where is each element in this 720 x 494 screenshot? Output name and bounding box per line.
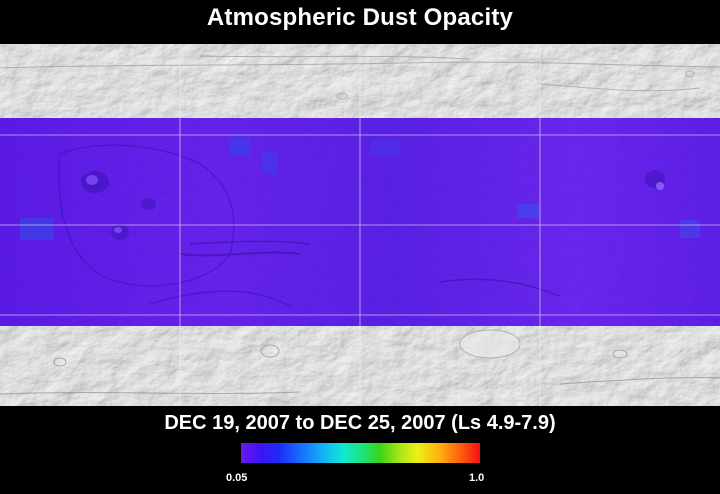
mars-map-svg [0, 44, 720, 406]
south-terrain [0, 329, 720, 395]
date-range-label: DEC 19, 2007 to DEC 25, 2007 (Ls 4.9-7.9… [164, 412, 556, 434]
mars-map [0, 44, 720, 406]
tharsis-region [58, 144, 665, 307]
opacity-colorbar [241, 443, 480, 463]
latlon-grid [0, 44, 720, 406]
dust-variations [20, 138, 700, 240]
colorbar-max-label: 1.0 [469, 472, 485, 484]
colorbar-min-label: 0.05 [226, 472, 248, 484]
north-terrain [0, 55, 720, 100]
map-title: Atmospheric Dust Opacity [206, 4, 514, 31]
